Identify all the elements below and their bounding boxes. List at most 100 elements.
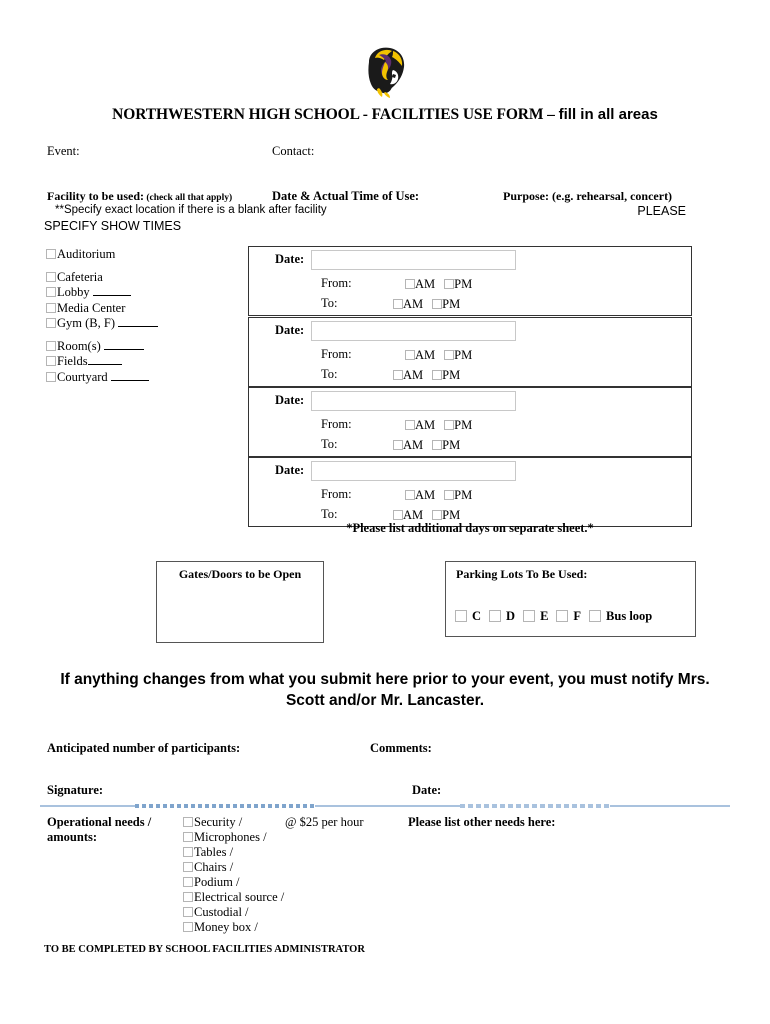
to-pm-checkbox[interactable] bbox=[432, 299, 443, 309]
change-notice: If anything changes from what you submit… bbox=[60, 671, 710, 709]
from-pm-checkbox[interactable] bbox=[444, 420, 455, 430]
operational-option-podium[interactable]: Podium / bbox=[183, 875, 373, 890]
parking-option-bus-loop[interactable]: Bus loop bbox=[589, 609, 660, 624]
to-pm-checkbox[interactable] bbox=[432, 370, 443, 380]
parking-lots-title: Parking Lots To Be Used: bbox=[456, 567, 588, 581]
parking-checkbox[interactable] bbox=[523, 610, 536, 622]
to-pm-checkbox[interactable] bbox=[432, 510, 443, 520]
from-pm-checkbox[interactable] bbox=[444, 279, 455, 289]
from-am-checkbox[interactable] bbox=[405, 279, 415, 289]
divider-line bbox=[40, 805, 730, 807]
facility-detail-blank[interactable] bbox=[118, 317, 159, 327]
from-ampm-group: AM PM bbox=[405, 348, 472, 363]
facility-detail-blank[interactable] bbox=[92, 286, 131, 296]
parking-option-d[interactable]: D bbox=[489, 609, 523, 624]
administrator-footer-note: TO BE COMPLETED BY SCHOOL FACILITIES ADM… bbox=[44, 944, 365, 955]
operational-checkbox[interactable] bbox=[183, 892, 193, 902]
to-am-checkbox[interactable] bbox=[393, 510, 403, 520]
from-pm-checkbox[interactable] bbox=[444, 350, 455, 360]
facility-checkbox[interactable] bbox=[46, 287, 56, 297]
parking-checkbox[interactable] bbox=[455, 610, 467, 622]
to-am-checkbox[interactable] bbox=[393, 299, 403, 309]
facility-checkbox[interactable] bbox=[46, 371, 56, 382]
operational-option-security[interactable]: Security / bbox=[183, 815, 373, 830]
operational-option-money-box[interactable]: Money box / bbox=[183, 920, 373, 935]
to-pm-checkbox[interactable] bbox=[432, 440, 443, 450]
parking-option-label: D bbox=[506, 609, 516, 623]
operational-option-label: Money box / bbox=[194, 920, 258, 934]
from-am-checkbox[interactable] bbox=[405, 350, 415, 360]
to-label: To: bbox=[321, 296, 338, 310]
operational-option-electrical-source[interactable]: Electrical source / bbox=[183, 890, 373, 905]
operational-checkbox[interactable] bbox=[183, 847, 193, 857]
to-am-checkbox[interactable] bbox=[393, 440, 403, 450]
parking-option-c[interactable]: C bbox=[455, 609, 489, 624]
to-ampm-group: AM PM bbox=[393, 368, 460, 383]
date-block-4: Date: From: To: AM PM AM PM bbox=[248, 457, 692, 527]
parking-option-f[interactable]: F bbox=[556, 609, 589, 624]
from-am-label: AM bbox=[415, 488, 436, 502]
section-divider bbox=[40, 804, 730, 808]
parking-checkbox[interactable] bbox=[589, 610, 602, 622]
specify-show-times-note: SPECIFY SHOW TIMES bbox=[44, 219, 182, 233]
from-am-checkbox[interactable] bbox=[405, 490, 415, 500]
purpose-heading: Purpose: (e.g. rehearsal, concert) bbox=[503, 189, 673, 203]
from-pm-checkbox[interactable] bbox=[444, 490, 455, 500]
operational-checkbox[interactable] bbox=[183, 817, 193, 827]
date-input[interactable] bbox=[311, 461, 516, 481]
facility-option-cafeteria[interactable]: Cafeteria bbox=[46, 270, 236, 286]
date-input[interactable] bbox=[311, 391, 516, 411]
operational-checkbox[interactable] bbox=[183, 862, 193, 872]
list-spacer bbox=[46, 263, 236, 270]
facility-option-gym-b-f[interactable]: Gym (B, F) bbox=[46, 316, 236, 332]
date-label: Date: bbox=[275, 393, 305, 407]
parking-option-label: Bus loop bbox=[606, 609, 653, 623]
facility-option-media-center[interactable]: Media Center bbox=[46, 301, 236, 317]
parking-checkbox[interactable] bbox=[489, 610, 502, 622]
from-pm-label: PM bbox=[454, 348, 473, 362]
specify-location-note: **Specify exact location if there is a b… bbox=[55, 204, 327, 216]
date-input[interactable] bbox=[311, 250, 516, 270]
parking-option-e[interactable]: E bbox=[523, 609, 556, 624]
to-am-checkbox[interactable] bbox=[393, 370, 403, 380]
gates-doors-box[interactable]: Gates/Doors to be Open bbox=[156, 561, 324, 643]
facility-checkbox[interactable] bbox=[46, 249, 56, 259]
operational-option-microphones[interactable]: Microphones / bbox=[183, 830, 373, 845]
from-label: From: bbox=[321, 417, 352, 431]
from-pm-label: PM bbox=[454, 488, 473, 502]
operational-option-chairs[interactable]: Chairs / bbox=[183, 860, 373, 875]
operational-checkbox[interactable] bbox=[183, 832, 193, 842]
facility-option-label: Gym (B, F) bbox=[57, 316, 119, 330]
divider-dotted-segment-2 bbox=[460, 804, 610, 808]
facility-detail-blank[interactable] bbox=[110, 371, 149, 381]
to-label: To: bbox=[321, 367, 338, 381]
date-block-3: Date: From: To: AM PM AM PM bbox=[248, 387, 692, 457]
facility-detail-blank[interactable] bbox=[87, 355, 122, 365]
from-am-checkbox[interactable] bbox=[405, 420, 415, 430]
facility-checkbox[interactable] bbox=[46, 302, 56, 313]
operational-checkbox[interactable] bbox=[183, 907, 193, 917]
facility-option-fields[interactable]: Fields bbox=[46, 354, 236, 370]
date-input[interactable] bbox=[311, 321, 516, 341]
facility-checkbox[interactable] bbox=[46, 340, 56, 351]
facility-checkbox[interactable] bbox=[46, 271, 56, 282]
facility-option-courtyard[interactable]: Courtyard bbox=[46, 370, 236, 386]
facility-option-label: Room(s) bbox=[57, 338, 104, 353]
facility-option-lobby[interactable]: Lobby bbox=[46, 285, 236, 301]
date-block-1: Date: From: To: AM PM AM PM bbox=[248, 246, 692, 316]
facility-detail-blank[interactable] bbox=[103, 340, 144, 350]
operational-checkbox[interactable] bbox=[183, 877, 193, 887]
from-am-label: AM bbox=[415, 418, 436, 432]
operational-option-tables[interactable]: Tables / bbox=[183, 845, 373, 860]
parking-checkbox[interactable] bbox=[556, 610, 569, 622]
operational-option-custodial[interactable]: Custodial / bbox=[183, 905, 373, 920]
page-title-main: NORTHWESTERN HIGH SCHOOL - FACILITIES US… bbox=[112, 106, 559, 123]
facility-option-room-s[interactable]: Room(s) bbox=[46, 339, 236, 355]
facility-checkbox[interactable] bbox=[46, 318, 56, 328]
facility-checkbox[interactable] bbox=[46, 356, 56, 366]
facility-option-auditorium[interactable]: Auditorium bbox=[46, 247, 236, 263]
parking-lots-box: Parking Lots To Be Used: C D E F Bus loop bbox=[445, 561, 696, 637]
facility-heading-main: Facility to be used: bbox=[47, 189, 144, 203]
to-am-label: AM bbox=[403, 508, 424, 522]
operational-checkbox[interactable] bbox=[183, 922, 193, 932]
